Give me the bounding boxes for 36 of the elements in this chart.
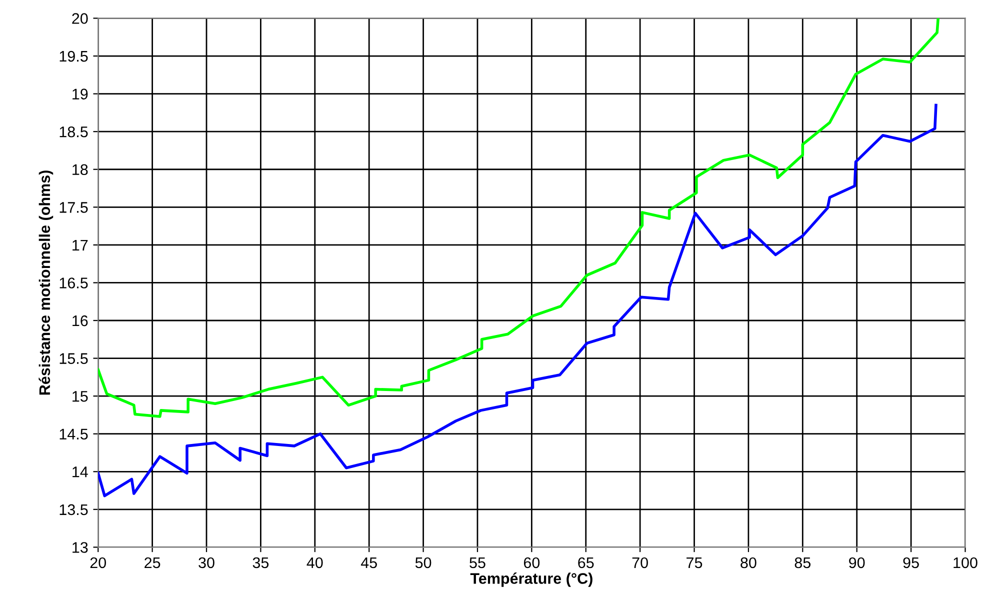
x-tick-label: 55 xyxy=(470,557,486,568)
y-tick-label: 17 xyxy=(72,240,88,250)
y-tick-label: 18 xyxy=(72,164,88,176)
line-series xyxy=(98,104,938,498)
y-tick-label: 20 xyxy=(72,13,88,24)
x-tick-label: 20 xyxy=(90,557,106,568)
x-tick-label: 40 xyxy=(306,557,323,568)
x-tick-label: 90 xyxy=(849,557,865,568)
y-tick-label: 19.5 xyxy=(60,50,88,62)
x-tick-label: 60 xyxy=(524,557,540,568)
x-tick-label: 85 xyxy=(794,557,811,568)
y-tick-label: 14.5 xyxy=(60,428,88,440)
x-tick-label: 35 xyxy=(252,557,269,568)
y-tick-label: 13 xyxy=(72,542,88,553)
y-axis-title: Résistance motionnelle (ohms) xyxy=(38,170,54,395)
y-tick-label: 15.5 xyxy=(60,353,88,364)
x-tick-label: 50 xyxy=(415,557,432,568)
x-tick-label: 80 xyxy=(740,557,756,568)
y-tick-label: 14 xyxy=(72,466,88,478)
y-tick-label: 17.5 xyxy=(60,202,88,213)
y-tick-label: 19 xyxy=(72,88,88,100)
x-tick-label: 100 xyxy=(954,557,978,568)
x-tick-label: 65 xyxy=(578,557,594,568)
x-axis-title: Température (°C) xyxy=(470,572,592,587)
y-tick-label: 18.5 xyxy=(60,126,88,138)
line-series xyxy=(98,18,940,418)
x-tick-label: 70 xyxy=(632,557,648,568)
x-tick-label: 75 xyxy=(686,557,702,568)
x-tick-label: 25 xyxy=(144,557,160,568)
y-tick-label: 15 xyxy=(72,391,88,402)
x-tick-label: 45 xyxy=(360,557,377,568)
y-tick-label: 16 xyxy=(72,315,88,326)
x-tick-label: 95 xyxy=(903,557,919,568)
y-tick-label: 16.5 xyxy=(60,278,88,288)
x-tick-label: 30 xyxy=(198,557,214,568)
y-tick-label: 13.5 xyxy=(60,504,88,516)
